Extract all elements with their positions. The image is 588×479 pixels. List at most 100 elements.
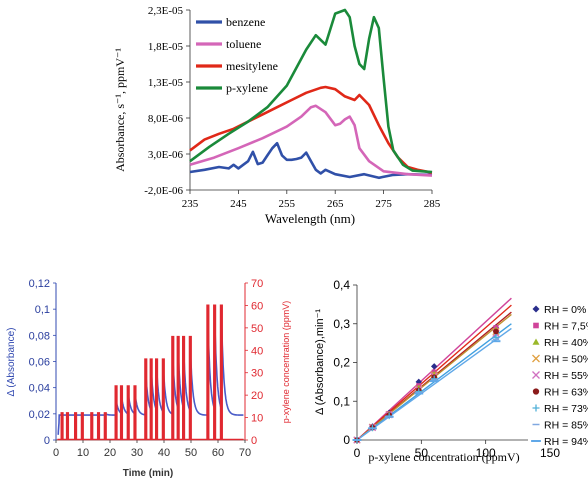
timeseries-y-tick-label: 0,12 [29, 278, 50, 290]
calibration-legend-label: RH = 94% [544, 436, 588, 448]
timeseries-concentration-pulse [154, 358, 159, 440]
timeseries-y2-tick-label: 20 [251, 390, 263, 402]
calibration-x-axis-label: p-xylene concentration (ppmV) [368, 450, 519, 464]
timeseries-x-tick-label: 40 [158, 447, 170, 459]
timeseries-y-tick-label: 0,08 [29, 330, 50, 342]
spectra-legend-label: benzene [226, 15, 265, 29]
calibration-legend-label: RH = 73% [544, 403, 588, 415]
spectra-chart: -2,0E-06 3,0E-06 8,0E-06 1,3E-05 1,8E-05 2,3E… [113, 5, 441, 226]
timeseries-x-tick-label: 70 [239, 447, 251, 459]
timeseries-x-tick-label: 50 [185, 447, 197, 459]
timeseries-concentration-pulse [188, 335, 192, 440]
timeseries-concentration-pulse [103, 412, 107, 440]
calibration-chart: 0 0,1 0,2 0,3 0,4 0 50 100 150 RH = 0% RH = 7,5%… [314, 278, 588, 464]
spectra-y-axis-label: Absorbance, s⁻¹, ppmV⁻¹ [113, 48, 127, 172]
timeseries-concentration-pulse [60, 412, 64, 440]
timeseries-x-tick-label: 10 [77, 447, 89, 459]
calibration-legend-marker [532, 388, 540, 395]
calibration-x-tick-label: 50 [415, 446, 429, 460]
timeseries-concentration-pulse [219, 304, 223, 440]
timeseries-concentration-pulse [181, 335, 186, 440]
spectra-y-tick-label: 3,0E-06 [148, 149, 184, 161]
spectra-legend-label: toluene [226, 37, 261, 51]
timeseries-y2-tick-label: 40 [251, 345, 263, 357]
timeseries-concentration-pulse [206, 304, 210, 440]
calibration-legend-label: RH = 55% [544, 370, 588, 382]
spectra-series-benzene-line [189, 141, 433, 180]
calibration-data-point [431, 363, 438, 370]
timeseries-chart: 0 0,02 0,04 0,06 0,08 0,1 0,12 0 10 20 30 40 50 60 70… [6, 278, 291, 479]
calibration-x-tick-label: 150 [540, 446, 560, 460]
calibration-legend-label: RH = 7,5% [544, 321, 588, 333]
timeseries-x-axis-label: Time (min) [123, 468, 173, 479]
spectra-x-tick-label: 265 [327, 198, 344, 210]
calibration-legend-label: RH = 85% [544, 420, 588, 432]
timeseries-y-tick-label: 0,06 [29, 357, 50, 369]
timeseries-y2-tick-label: 70 [251, 278, 263, 290]
timeseries-y2-tick-label: 60 [251, 300, 263, 312]
timeseries-x-tick-label: 30 [131, 447, 143, 459]
calibration-legend-marker [532, 354, 540, 363]
spectra-y-tick-label: 1,3E-05 [148, 77, 184, 89]
timeseries-concentration-pulse [133, 385, 137, 440]
spectra-series-p-xylene-line [189, 8, 433, 174]
timeseries-y2-tick-label: 0 [251, 435, 257, 447]
timeseries-concentration-pulse [149, 358, 153, 440]
timeseries-concentration-pulse [65, 412, 70, 440]
timeseries-concentration-pulse [80, 412, 84, 440]
calibration-legend-marker [532, 371, 540, 379]
spectra-y-tick-label: 2,3E-05 [148, 5, 184, 17]
calibration-legend-label: RH = 0% [544, 304, 586, 316]
timeseries-concentration-pulse [126, 385, 130, 440]
timeseries-concentration-pulse [119, 385, 124, 440]
timeseries-concentration-pulse [171, 335, 175, 440]
timeseries-y-tick-label: 0,02 [29, 409, 50, 421]
timeseries-y2-tick-label: 50 [251, 323, 263, 335]
spectra-y-tick-label: 1,8E-05 [148, 41, 184, 53]
calibration-legend-label: RH = 63% [544, 387, 588, 399]
timeseries-concentration-pulse [213, 304, 217, 440]
timeseries-concentration-pulse [176, 335, 180, 440]
calibration-legend-marker [533, 322, 539, 329]
spectra-x-tick-label: 245 [230, 198, 247, 210]
timeseries-x-tick-label: 60 [212, 447, 224, 459]
spectra-x-tick-label: 275 [375, 198, 392, 210]
timeseries-x-tick-label: 0 [53, 447, 59, 459]
timeseries-concentration-pulse [90, 412, 94, 440]
spectra-y-tick-label: 8,0E-06 [148, 113, 184, 125]
timeseries-concentration-pulse [144, 358, 148, 440]
calibration-legend-marker [532, 338, 540, 345]
spectra-series-toluene-line [189, 104, 433, 177]
spectra-x-tick-label: 235 [182, 198, 199, 210]
calibration-legend-label: RH = 50% [544, 354, 588, 366]
calibration-legend-label: RH = 40% [544, 337, 588, 349]
calibration-fit-line [356, 327, 512, 441]
calibration-data-point [493, 328, 499, 335]
timeseries-y-tick-label: 0 [44, 435, 50, 447]
calibration-y-tick-label: 0,4 [333, 278, 350, 292]
spectra-x-tick-label: 255 [279, 198, 296, 210]
calibration-legend-box [528, 297, 588, 443]
timeseries-y-tick-label: 0,04 [29, 383, 50, 395]
timeseries-concentration-pulse [96, 412, 101, 440]
timeseries-concentration-pulse [161, 358, 165, 440]
calibration-y-axis-label: Δ (Absorbance),min⁻¹ [314, 309, 326, 415]
spectra-legend-label: p-xylene [226, 81, 268, 95]
calibration-y-tick-label: 0,1 [333, 394, 350, 408]
calibration-legend-marker [532, 305, 540, 313]
spectra-legend-label: mesitylene [226, 59, 278, 73]
timeseries-concentration-pulse [114, 385, 118, 440]
spectra-x-axis-label: Wavelength (nm) [265, 211, 355, 226]
timeseries-y2-axis-label: p-xylene concentration (ppmV) [281, 301, 291, 424]
calibration-y-tick-label: 0,3 [333, 317, 350, 331]
calibration-y-tick-label: 0,2 [333, 356, 350, 370]
spectra-x-tick-label: 285 [424, 198, 441, 210]
calibration-x-tick-label: 0 [354, 446, 361, 460]
timeseries-x-tick-label: 20 [104, 447, 116, 459]
timeseries-concentration-pulse [74, 412, 78, 440]
calibration-legend-marker [532, 404, 540, 412]
timeseries-y2-tick-label: 30 [251, 368, 263, 380]
calibration-x-tick-label: 100 [476, 446, 496, 460]
timeseries-y-tick-label: 0,1 [35, 304, 50, 316]
